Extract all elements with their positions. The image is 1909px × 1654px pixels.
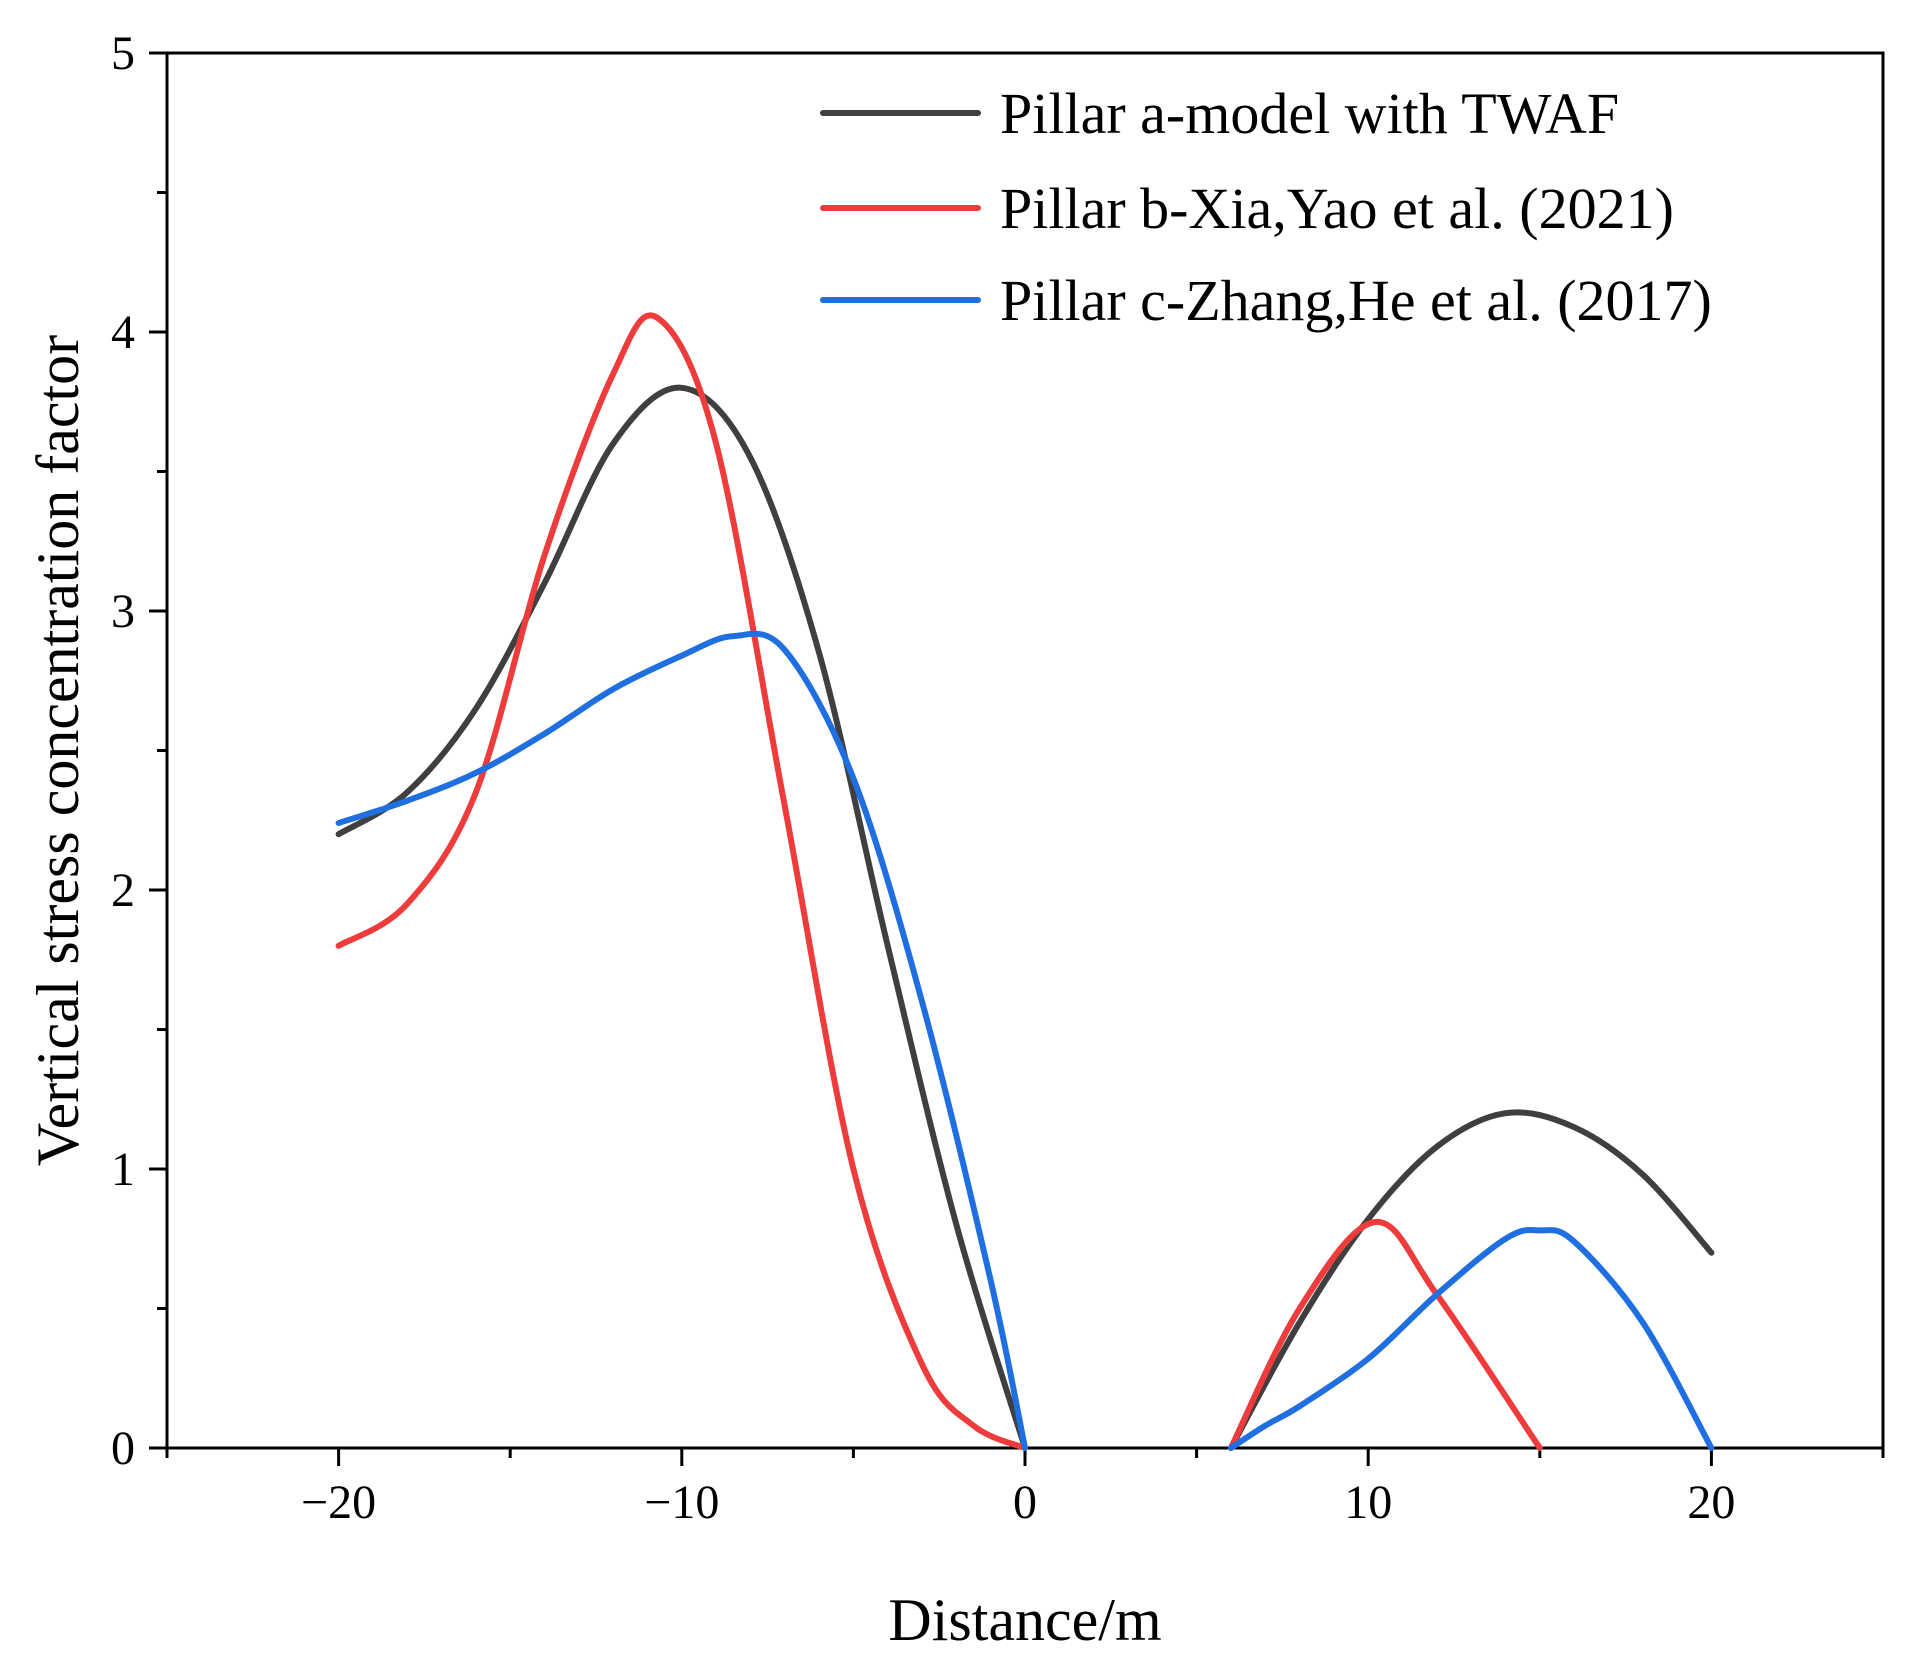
legend: Pillar a-model with TWAF Pillar b-Xia,Yao…: [820, 81, 1712, 333]
plot-frame: [165, 51, 1885, 1450]
plot-area: −20 −10 0 10 20 0 1 2 3 4 5: [111, 27, 1885, 1529]
legend-label-1: Pillar a-model with TWAF: [1000, 81, 1619, 146]
series-2-line-segment-1: [335, 312, 1028, 1451]
x-tick-label: −10: [644, 1476, 719, 1529]
series-3-line-segment-2: [1227, 1226, 1715, 1451]
y-tick-label: 5: [111, 27, 135, 80]
series-1-line-segment-1: [335, 384, 1028, 1451]
y-tick-label: 3: [111, 585, 135, 638]
series-2-line-segment-2: [1227, 1218, 1543, 1451]
x-tick-label: 20: [1687, 1476, 1735, 1529]
x-axis-title: Distance/m: [888, 1587, 1161, 1653]
y-tick-label: 4: [111, 306, 135, 359]
y-tick-label: 1: [111, 1143, 135, 1196]
series-1-line-segment-2: [1227, 1109, 1715, 1451]
x-tick-label: 10: [1344, 1476, 1392, 1529]
y-axis-title: Vertical stress concentration factor: [25, 335, 91, 1166]
y-tick-label: 0: [111, 1422, 135, 1475]
series-3-line-segment-1: [335, 630, 1028, 1451]
y-tick-label: 2: [111, 864, 135, 917]
legend-label-3: Pillar c-Zhang,He et al. (2017): [1000, 268, 1712, 333]
legend-label-2: Pillar b-Xia,Yao et al. (2021): [1000, 176, 1674, 241]
x-tick-label: −20: [301, 1476, 376, 1529]
x-tick-label: 0: [1013, 1476, 1037, 1529]
